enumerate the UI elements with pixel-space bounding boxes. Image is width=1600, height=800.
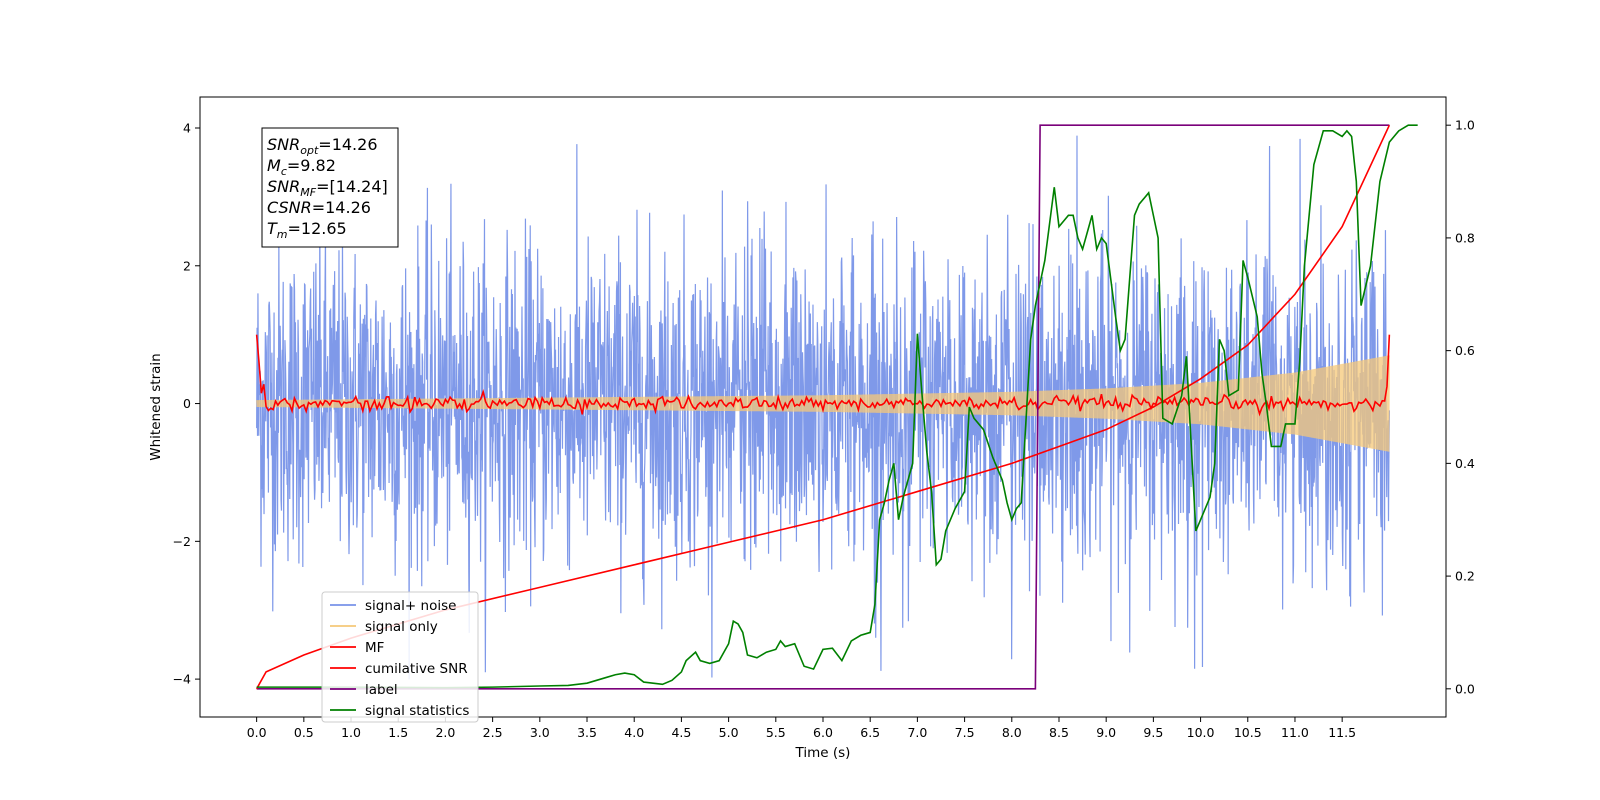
y-right-tick-label: 1.0 (1455, 118, 1475, 133)
stats-annotation-box: SNRopt=14.26Mc=9.82SNRMF=[14.24]CSNR=14.… (261, 127, 399, 248)
x-tick-label: 3.5 (577, 725, 597, 740)
annotation-frame (261, 127, 399, 248)
x-tick-label: 2.5 (483, 725, 503, 740)
x-tick-label: 9.5 (1143, 725, 1163, 740)
y-right-tick-label: 0.6 (1455, 343, 1475, 358)
y-right-tick-label: 0.8 (1455, 230, 1475, 245)
legend-label: label (365, 682, 398, 698)
x-tick-label: 6.5 (860, 725, 880, 740)
series-signal-statistics (256, 124, 1418, 689)
x-tick-label: 2.0 (435, 725, 455, 740)
x-tick-label: 3.0 (530, 725, 550, 740)
legend-label: signal+ noise (365, 598, 456, 614)
y-left-tick-label: 4 (183, 121, 191, 136)
legend-label: cumilative SNR (365, 661, 468, 677)
x-tick-label: 1.0 (341, 725, 361, 740)
x-tick-label: 1.5 (388, 725, 408, 740)
y-axis-left: 4 2 0 −2 −4 (173, 121, 200, 687)
x-axis: 0.0 0.5 1.0 1.5 2.0 2.5 3.0 3.5 4.0 4.5 5.0 5.5 6.0 6… (247, 717, 1356, 740)
annotation-line: SNRopt=14.26 (267, 135, 378, 157)
x-tick-label: 5.5 (766, 725, 786, 740)
legend-label: signal statistics (365, 703, 469, 719)
x-tick-label: 4.0 (624, 725, 644, 740)
x-tick-label: 10.0 (1187, 725, 1215, 740)
annotation-line: SNRMF=[14.24] (267, 177, 388, 199)
x-tick-label: 7.5 (955, 725, 975, 740)
annotation-line: Mc=9.82 (267, 156, 336, 178)
x-tick-label: 5.0 (719, 725, 739, 740)
x-tick-label: 8.0 (1002, 725, 1022, 740)
y-left-tick-label: −4 (173, 672, 191, 687)
series-label (256, 124, 1390, 690)
x-tick-label: 6.0 (813, 725, 833, 740)
x-tick-label: 9.0 (1096, 725, 1116, 740)
y-axis-label: Whitened strain (148, 353, 164, 460)
x-tick-label: 4.5 (671, 725, 691, 740)
x-tick-label: 10.5 (1234, 725, 1262, 740)
x-tick-label: 11.5 (1328, 725, 1356, 740)
annotation-line: CSNR=14.26 (267, 198, 371, 217)
x-tick-label: 0.5 (294, 725, 314, 740)
annotation-line: Tm=12.65 (267, 219, 347, 241)
y-right-tick-label: 0.2 (1455, 569, 1475, 584)
y-left-tick-label: −2 (173, 534, 191, 549)
x-tick-label: 8.5 (1049, 725, 1069, 740)
series-mf (255, 334, 1391, 417)
legend-label: MF (365, 640, 384, 656)
y-right-tick-label: 0.0 (1455, 681, 1475, 696)
y-axis-right: 1.0 0.8 0.6 0.4 0.2 0.0 (1446, 118, 1475, 696)
y-left-tick-label: 2 (183, 258, 191, 273)
legend: signal+ noise signal only MF cumilative SNR… (321, 591, 479, 723)
legend-frame (321, 591, 479, 723)
x-tick-label: 11.0 (1281, 725, 1309, 740)
y-left-tick-label: 0 (183, 396, 191, 411)
x-axis-label: Time (s) (795, 745, 851, 761)
y-right-tick-label: 0.4 (1455, 456, 1475, 471)
x-tick-label: 7.0 (907, 725, 927, 740)
x-tick-label: 0.0 (247, 725, 267, 740)
legend-label: signal only (365, 619, 438, 635)
